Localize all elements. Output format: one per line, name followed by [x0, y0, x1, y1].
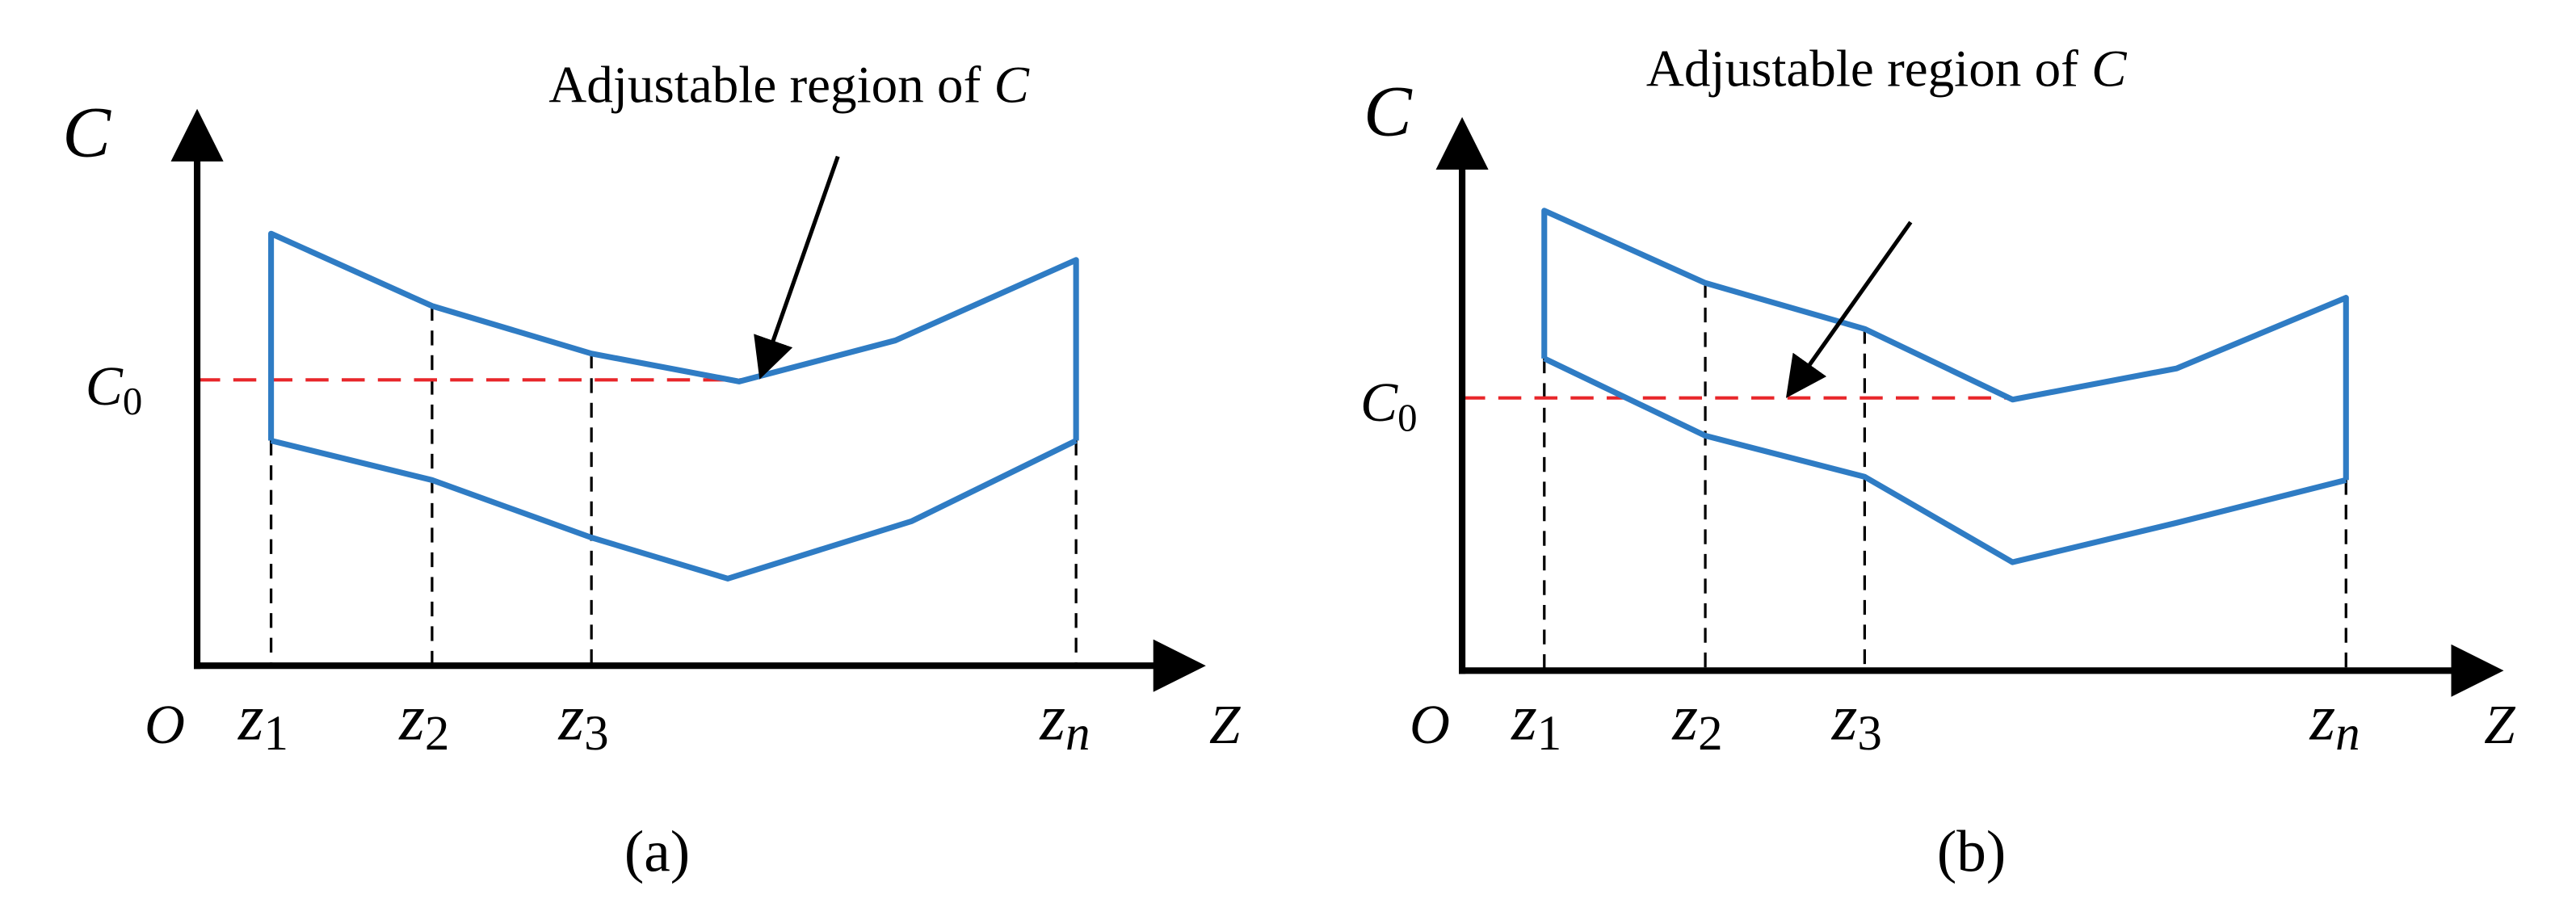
upper-bound: [268, 230, 1079, 441]
z-sub: 3: [1857, 707, 1882, 761]
c0-sub: 0: [123, 380, 142, 423]
y-label: C: [62, 93, 111, 173]
panel-b: C O Z C0 Adjustable region of C z1 z2 z3 …: [1360, 40, 2516, 884]
upper-bound: [1541, 208, 2349, 481]
annotation-var: C: [994, 57, 1031, 115]
z-base: z: [1039, 682, 1065, 754]
caption: (b): [1937, 818, 2006, 884]
annotation-text: Adjustable region of: [1646, 40, 2078, 98]
z-base: z: [237, 682, 264, 754]
c0-label: C0: [1360, 371, 1418, 439]
z-base: z: [398, 682, 425, 754]
z-sub: n: [1065, 707, 1090, 761]
panel-a: C O Z C0 Adjustable region of C z1 z2 z3 …: [62, 57, 1242, 884]
c0-base: C: [86, 355, 124, 417]
lower-bound: [1543, 355, 2347, 565]
c0-label: C0: [86, 355, 143, 423]
c0-base: C: [1360, 371, 1398, 433]
z-base: z: [2309, 682, 2336, 754]
arrow: [1785, 220, 1913, 398]
z-label: z2: [1671, 682, 1722, 761]
z-base: z: [1511, 682, 1537, 754]
x-label: Z: [2484, 693, 2516, 755]
z-sub: 1: [1537, 707, 1562, 761]
z-label: z3: [1831, 682, 1882, 761]
annotation: Adjustable region of C: [1646, 40, 2128, 98]
z-sub: 2: [1698, 707, 1723, 761]
z-base: z: [557, 682, 584, 754]
c0-sub: 0: [1397, 396, 1417, 439]
z-sub: 1: [264, 707, 289, 761]
origin: O: [1410, 693, 1450, 755]
lower-bound: [270, 438, 1078, 582]
z-sub: 2: [425, 707, 450, 761]
z-sub: 3: [584, 707, 609, 761]
annotation-text: Adjustable region of: [548, 57, 981, 115]
z-label: z1: [1511, 682, 1561, 761]
x-label: Z: [1209, 693, 1242, 755]
z-label: z3: [557, 682, 608, 761]
caption: (a): [624, 818, 690, 884]
z-label: z2: [398, 682, 449, 761]
annotation-var: C: [2091, 40, 2128, 98]
y-label: C: [1364, 71, 1413, 151]
arrow: [754, 155, 840, 380]
z-base: z: [1831, 682, 1858, 754]
origin: O: [145, 693, 185, 755]
z-base: z: [1671, 682, 1698, 754]
annotation: Adjustable region of C: [548, 57, 1030, 115]
z-label: z1: [237, 682, 288, 761]
z-sub: n: [2335, 707, 2360, 761]
z-label: zn: [1039, 682, 1090, 761]
z-label: zn: [2309, 682, 2360, 761]
